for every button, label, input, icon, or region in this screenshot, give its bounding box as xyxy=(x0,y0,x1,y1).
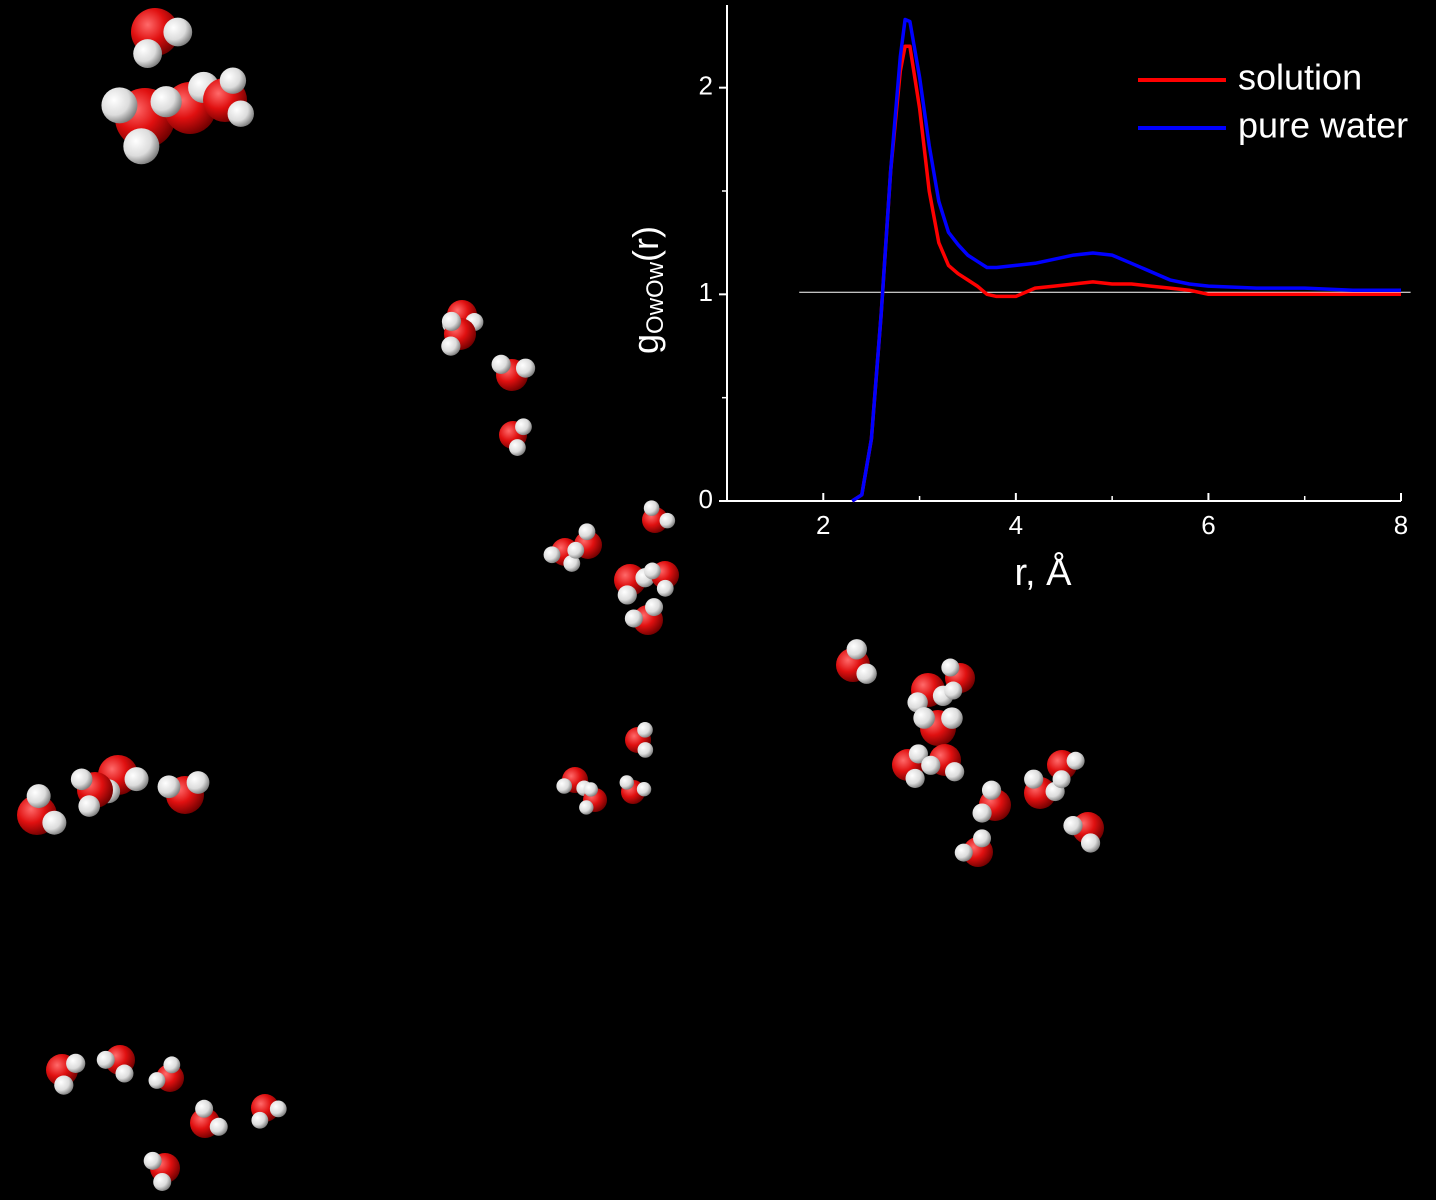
hydrogen-atom xyxy=(656,579,674,597)
hydrogen-atom xyxy=(66,1053,86,1074)
hydrogen-atom xyxy=(913,707,935,729)
x-tick-label: 2 xyxy=(816,510,830,540)
hydrogen-atom xyxy=(941,658,960,677)
hydrogen-atom xyxy=(973,829,992,848)
hydrogen-atom xyxy=(643,500,660,516)
hydrogen-atom xyxy=(441,336,461,356)
series-line xyxy=(851,17,1401,503)
hydrogen-atom xyxy=(1066,751,1085,770)
x-tick-label: 4 xyxy=(1009,510,1023,540)
hydrogen-atom xyxy=(643,562,661,580)
hydrogen-atom xyxy=(163,1056,181,1074)
hydrogen-atom xyxy=(150,86,182,118)
hydrogen-atom xyxy=(563,555,581,572)
hydrogen-atom xyxy=(251,1111,269,1129)
hydrogen-atom xyxy=(78,795,100,817)
hydrogen-atom xyxy=(1052,770,1071,789)
hydrogen-atom xyxy=(153,1172,172,1191)
hydrogen-atom xyxy=(579,800,594,815)
hydrogen-atom xyxy=(617,585,637,605)
y-label-main: g xyxy=(625,334,666,354)
hydrogen-atom xyxy=(195,1099,214,1118)
y-label-tail: (r) xyxy=(625,226,666,262)
hydrogen-atom xyxy=(508,439,526,456)
hydrogen-atom xyxy=(981,780,1002,800)
hydrogen-atom xyxy=(148,1072,166,1089)
hydrogen-atom xyxy=(905,768,925,789)
hydrogen-atom xyxy=(515,358,536,378)
hydrogen-atom xyxy=(941,707,963,729)
hydrogen-atom xyxy=(856,663,877,684)
hydrogen-atom xyxy=(645,598,664,617)
y-tick-label: 0 xyxy=(699,484,713,514)
hydrogen-atom xyxy=(945,762,965,782)
hydrogen-atom xyxy=(42,810,67,835)
hydrogen-atom xyxy=(133,39,163,68)
y-tick-label: 1 xyxy=(699,277,713,307)
hydrogen-atom xyxy=(636,781,652,797)
hydrogen-atom xyxy=(163,17,193,47)
hydrogen-atom xyxy=(578,523,596,541)
hydrogen-atom xyxy=(567,541,585,559)
y-label-sub: OwOw xyxy=(642,261,669,334)
hydrogen-atom xyxy=(96,1050,115,1069)
x-tick-label: 8 xyxy=(1394,510,1408,540)
y-tick-label: 2 xyxy=(699,71,713,101)
hydrogen-atom xyxy=(1024,769,1044,789)
hydrogen-atom xyxy=(26,784,51,809)
hydrogen-atom xyxy=(123,128,160,165)
hydrogen-atom xyxy=(972,803,992,823)
legend-label: pure water xyxy=(1238,105,1408,146)
hydrogen-atom xyxy=(556,778,573,794)
hydrogen-atom xyxy=(1063,815,1083,836)
hydrogen-atom xyxy=(143,1151,162,1170)
molecule-image xyxy=(17,8,1104,1191)
hydrogen-atom xyxy=(846,639,868,660)
legend-label: solution xyxy=(1238,57,1362,98)
hydrogen-atom xyxy=(227,100,254,127)
x-tick-label: 6 xyxy=(1201,510,1215,540)
hydrogen-atom xyxy=(209,1117,228,1136)
hydrogen-atom xyxy=(624,609,643,628)
hydrogen-atom xyxy=(543,546,561,564)
hydrogen-atom xyxy=(908,744,929,764)
hydrogen-atom xyxy=(944,681,963,700)
hydrogen-atom xyxy=(54,1075,74,1095)
hydrogen-atom xyxy=(124,767,149,792)
hydrogen-atom xyxy=(637,722,653,738)
hydrogen-atom xyxy=(1080,833,1101,853)
hydrogen-atom xyxy=(441,311,462,332)
hydrogen-atom xyxy=(269,1100,287,1118)
x-axis-label: r, Å xyxy=(1014,550,1072,594)
hydrogen-atom xyxy=(515,418,532,436)
hydrogen-atom xyxy=(219,67,247,94)
hydrogen-atom xyxy=(954,843,973,862)
y-axis-label: gOwOw(r) xyxy=(625,226,670,354)
hydrogen-atom xyxy=(491,354,511,374)
hydrogen-atom xyxy=(70,768,93,791)
hydrogen-atom xyxy=(921,755,941,775)
hydrogen-atom xyxy=(157,775,181,799)
hydrogen-atom xyxy=(115,1064,134,1083)
hydrogen-atom xyxy=(637,742,654,758)
hydrogen-atom xyxy=(619,775,634,790)
hydrogen-atom xyxy=(101,87,138,124)
hydrogen-atom xyxy=(659,512,676,529)
hydrogen-atom xyxy=(583,782,598,797)
hydrogen-atom xyxy=(186,771,210,794)
